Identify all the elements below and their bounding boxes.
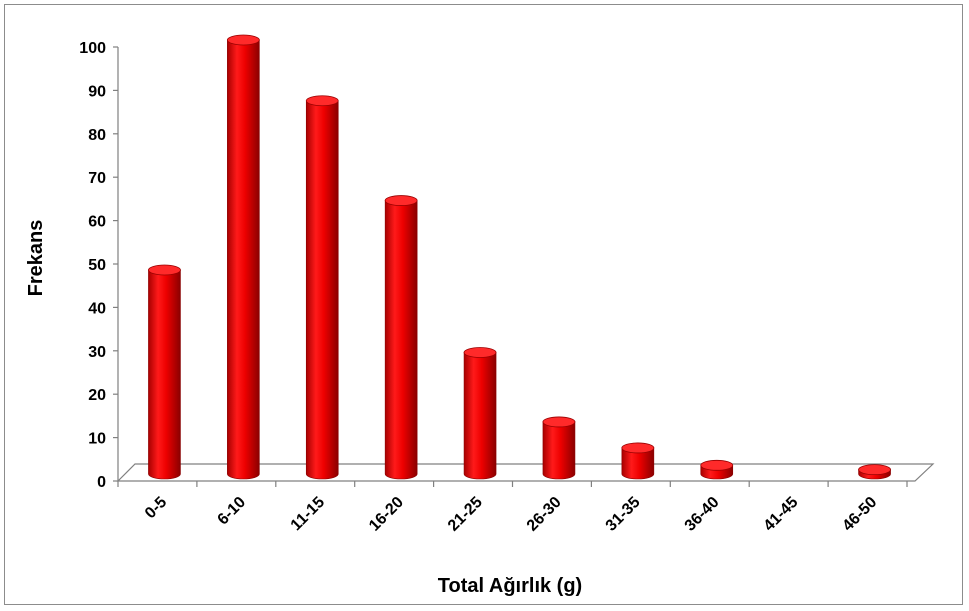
y-tick-label: 10 bbox=[88, 431, 106, 448]
x-tick-label: 41-45 bbox=[761, 494, 802, 535]
bar-16-20 bbox=[384, 195, 418, 480]
y-tick-label: 70 bbox=[88, 170, 106, 187]
x-tick-label: 36-40 bbox=[682, 494, 723, 535]
bar-cap bbox=[305, 95, 339, 107]
x-tick-label: 21-25 bbox=[445, 494, 486, 535]
y-tick-label: 20 bbox=[88, 387, 106, 404]
y-tick-label: 60 bbox=[88, 214, 106, 231]
bar-11-15 bbox=[305, 95, 339, 480]
x-tick-label: 31-35 bbox=[603, 494, 644, 535]
bar-body bbox=[463, 352, 497, 480]
bar-cap bbox=[226, 34, 260, 46]
bar-cap bbox=[700, 459, 734, 471]
bar-body bbox=[227, 39, 260, 480]
bar-body bbox=[384, 200, 418, 480]
bar-body bbox=[621, 447, 655, 480]
y-tick-label: 30 bbox=[88, 344, 106, 361]
y-tick-label: 0 bbox=[97, 474, 106, 491]
bar-36-40 bbox=[700, 459, 734, 480]
bar-body bbox=[305, 100, 339, 480]
bar-body bbox=[148, 269, 181, 480]
bar-21-25 bbox=[463, 347, 497, 480]
x-axis-title: Total Ağırlık (g) bbox=[438, 575, 582, 597]
bar-6-10 bbox=[226, 34, 260, 480]
x-tick-label: 0-5 bbox=[142, 494, 170, 522]
bar-46-50 bbox=[858, 464, 891, 480]
y-tick-label: 50 bbox=[88, 257, 106, 274]
y-axis-title: Frekans bbox=[25, 220, 47, 297]
bar-body bbox=[542, 421, 576, 480]
bar-cap bbox=[148, 264, 181, 276]
y-tick-label: 90 bbox=[88, 83, 106, 100]
bar-cap bbox=[542, 416, 576, 428]
x-tick-label: 46-50 bbox=[839, 494, 880, 535]
bar-cap bbox=[621, 442, 655, 454]
bars bbox=[148, 34, 891, 480]
bar-31-35 bbox=[621, 442, 655, 480]
x-tick-label: 11-15 bbox=[288, 494, 328, 534]
x-tick-label: 6-10 bbox=[215, 494, 250, 529]
y-tick-label: 40 bbox=[88, 300, 106, 317]
x-tick-label: 26-30 bbox=[524, 494, 565, 535]
y-tick-label: 100 bbox=[79, 40, 106, 57]
x-tick-label: 16-20 bbox=[366, 494, 407, 535]
bar-cap bbox=[463, 347, 497, 358]
bar-26-30 bbox=[542, 416, 576, 480]
bar-0-5 bbox=[148, 264, 181, 480]
y-tick-label: 80 bbox=[88, 127, 106, 144]
bar-cap bbox=[384, 195, 418, 206]
bar-cap bbox=[858, 464, 891, 476]
